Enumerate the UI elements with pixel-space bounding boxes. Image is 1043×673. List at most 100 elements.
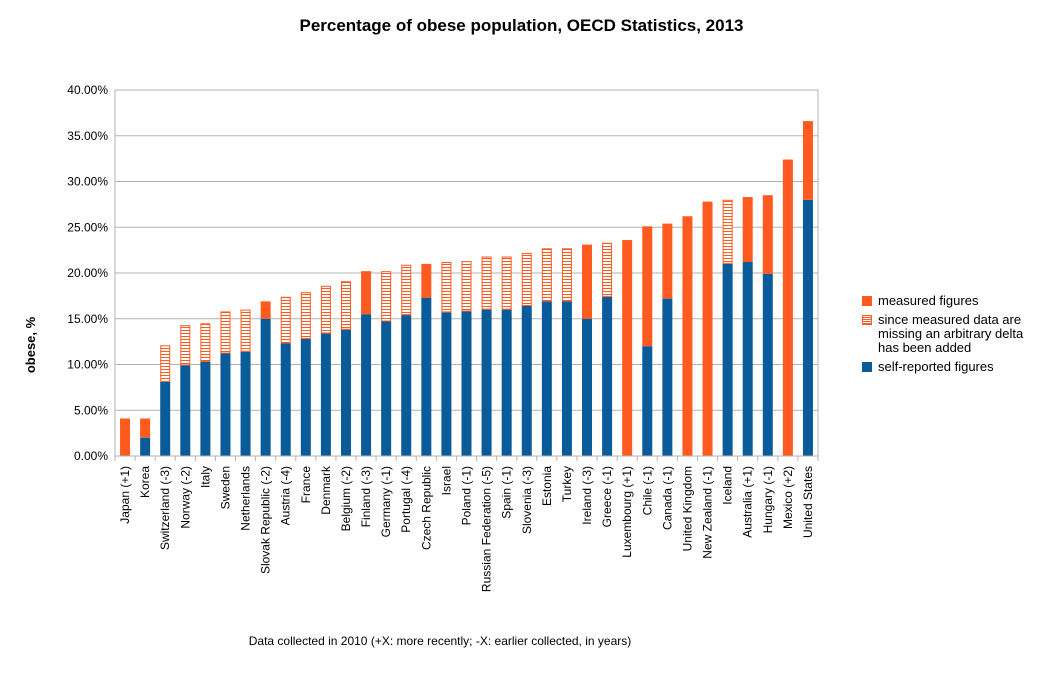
x-tick-label: Korea bbox=[138, 466, 152, 498]
x-tick-label: Spain (-1) bbox=[500, 466, 514, 519]
bar-delta bbox=[602, 242, 613, 297]
x-tick-label: Slovenia (-3) bbox=[520, 466, 534, 534]
x-tick-label: Luxembourg (+1) bbox=[620, 466, 634, 558]
bar-self-reported bbox=[361, 314, 372, 456]
bar-self-reported bbox=[401, 315, 412, 456]
bar-measured bbox=[582, 244, 593, 319]
bar-self-reported bbox=[461, 311, 472, 456]
bar-measured bbox=[140, 418, 151, 438]
bar-self-reported bbox=[802, 199, 813, 457]
bar-measured bbox=[802, 121, 813, 200]
x-tick-label: Canada (-1) bbox=[660, 466, 674, 530]
bar-delta bbox=[300, 292, 311, 339]
bar-delta bbox=[240, 309, 251, 352]
bar-self-reported bbox=[220, 353, 231, 456]
bar-self-reported bbox=[421, 297, 432, 456]
x-tick-label: Belgium (-2) bbox=[339, 466, 353, 531]
x-tick-label: France bbox=[299, 466, 313, 504]
x-tick-label: Italy bbox=[198, 466, 212, 488]
bar-self-reported bbox=[441, 312, 452, 456]
bar-self-reported bbox=[300, 338, 311, 456]
legend-item-delta: since measured data are missing an arbit… bbox=[862, 313, 1042, 355]
bar-self-reported bbox=[260, 318, 271, 456]
x-tick-label: Sweden bbox=[218, 466, 232, 509]
bar-self-reported bbox=[160, 381, 171, 456]
legend-swatch-self bbox=[862, 362, 872, 372]
legend-item-measured: measured figures bbox=[862, 294, 1042, 308]
bar-self-reported bbox=[762, 273, 773, 456]
x-tick-label: Poland (-1) bbox=[460, 466, 474, 525]
bar-measured bbox=[662, 223, 673, 299]
bar-self-reported bbox=[481, 309, 492, 456]
x-tick-label: Japan (+1) bbox=[118, 466, 132, 524]
bar-delta bbox=[401, 264, 412, 316]
legend-item-self: self-reported figures bbox=[862, 360, 1042, 374]
y-tick-label: 5.00% bbox=[74, 403, 108, 417]
x-tick-label: Russian Federation (-5) bbox=[480, 466, 494, 592]
legend-swatch-delta bbox=[862, 315, 872, 325]
bar-delta bbox=[340, 281, 351, 330]
x-tick-label: Ireland (-3) bbox=[580, 466, 594, 525]
bar-measured bbox=[682, 216, 693, 456]
bar-self-reported bbox=[742, 262, 753, 456]
bar-self-reported bbox=[320, 333, 331, 456]
bars bbox=[120, 121, 813, 457]
bar-measured bbox=[742, 197, 753, 263]
bar-delta bbox=[561, 248, 572, 302]
bar-self-reported bbox=[501, 309, 512, 456]
bar-self-reported bbox=[642, 346, 653, 456]
bar-self-reported bbox=[381, 321, 392, 456]
bar-self-reported bbox=[541, 301, 552, 456]
x-tick-label: Hungary (-1) bbox=[761, 466, 775, 533]
bar-delta bbox=[320, 285, 331, 334]
bar-delta bbox=[461, 261, 472, 312]
x-tick-label: Chile (-1) bbox=[640, 466, 654, 515]
y-tick-label: 15.00% bbox=[67, 312, 108, 326]
x-tick-label: Czech Republic bbox=[419, 466, 433, 550]
x-tick-label: Slovak Republic (-2) bbox=[259, 466, 273, 574]
x-tick-label: Australia (+1) bbox=[741, 466, 755, 538]
x-tick-label: Finland (-3) bbox=[359, 466, 373, 527]
y-axis-label: obese, % bbox=[23, 316, 38, 373]
bar-delta bbox=[200, 323, 211, 362]
x-tick-label: United Kingdom bbox=[680, 466, 694, 551]
y-tick-labels: 0.00% 5.00% 10.00% 15.00% 20.00% 25.00% 30.00%… bbox=[67, 83, 108, 463]
bar-delta bbox=[541, 248, 552, 302]
bar-measured bbox=[260, 301, 271, 319]
y-tick-label: 10.00% bbox=[67, 358, 108, 372]
x-tick-label: Estonia bbox=[540, 466, 554, 506]
y-tick-label: 35.00% bbox=[67, 129, 108, 143]
chart-footnote: Data collected in 2010 (+X: more recentl… bbox=[248, 634, 632, 648]
legend-swatch-measured bbox=[862, 296, 872, 306]
x-tick-label: Switzerland (-3) bbox=[158, 466, 172, 550]
x-tick-label: Portugal (-4) bbox=[399, 466, 413, 533]
bar-delta bbox=[160, 345, 171, 382]
bar-measured bbox=[642, 226, 653, 347]
bar-measured bbox=[782, 159, 793, 457]
x-tick-label: Austria (-4) bbox=[279, 466, 293, 525]
x-tick-labels: Japan (+1) Korea Switzerland (-3) Norway (-… bbox=[118, 465, 815, 592]
bar-measured bbox=[421, 263, 432, 298]
bar-delta bbox=[220, 311, 231, 354]
y-tick-label: 0.00% bbox=[74, 449, 108, 463]
bar-delta bbox=[722, 199, 733, 264]
x-tick-label: Norway (-2) bbox=[178, 466, 192, 529]
x-tick-label: Netherlands bbox=[239, 466, 253, 531]
legend-label-measured: measured figures bbox=[878, 293, 979, 308]
bar-delta bbox=[521, 252, 532, 306]
x-tick-label: Greece (-1) bbox=[600, 466, 614, 527]
x-tick-label: Turkey bbox=[560, 466, 574, 502]
bar-self-reported bbox=[662, 298, 673, 456]
x-tick-label: Israel bbox=[439, 466, 453, 495]
bar-delta bbox=[481, 256, 492, 310]
bar-delta bbox=[180, 325, 191, 366]
bar-self-reported bbox=[180, 365, 191, 456]
bar-delta bbox=[441, 262, 452, 313]
x-tick-label: Denmark bbox=[319, 465, 333, 515]
x-tick-label: Germany (-1) bbox=[379, 466, 393, 537]
bar-self-reported bbox=[140, 437, 151, 456]
bar-delta bbox=[381, 271, 392, 322]
bar-measured bbox=[762, 195, 773, 274]
bar-measured bbox=[622, 240, 633, 456]
